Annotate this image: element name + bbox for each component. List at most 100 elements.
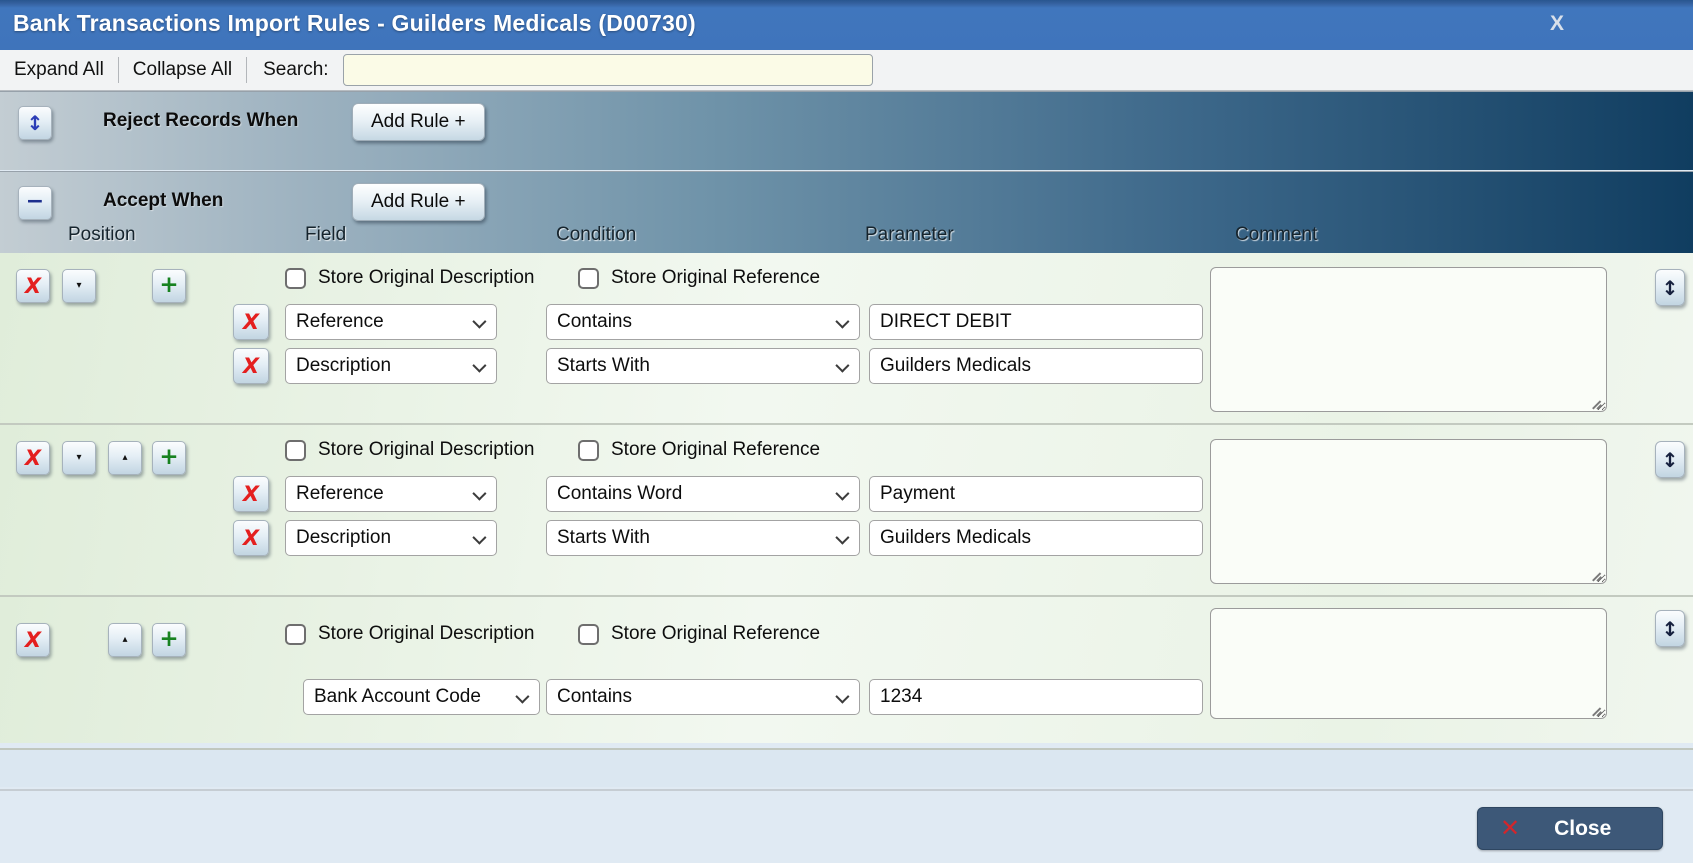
condition-select-value: Starts With (557, 355, 650, 376)
rule-row-3: X ▴ + Store Original Description Store O… (0, 597, 1693, 743)
delete-x-icon: X (24, 627, 42, 652)
rule-row-2: X ▾ ▴ + Store Original Description Store… (0, 425, 1693, 597)
store-original-reference-checkbox[interactable] (578, 623, 599, 645)
column-header-comment: Comment (1235, 224, 1318, 245)
chevron-down-icon (835, 689, 850, 704)
chevron-down-icon (472, 314, 487, 329)
add-rule-button-accept[interactable]: Add Rule + (352, 183, 485, 221)
rules-list: X ▾ + Store Original Description Store O… (0, 253, 1693, 743)
add-condition-button[interactable]: + (152, 623, 186, 657)
title-bar: Bank Transactions Import Rules - Guilder… (0, 0, 1693, 50)
plus-icon: + (159, 625, 179, 652)
close-button-label: Close (1554, 816, 1612, 840)
delete-x-icon: X (242, 481, 260, 506)
chevron-down-icon (835, 530, 850, 545)
field-select[interactable]: Description (285, 520, 497, 556)
rule-row-1: X ▾ + Store Original Description Store O… (0, 253, 1693, 425)
arrow-up-icon: ▴ (122, 634, 128, 645)
store-original-description-checkbox[interactable] (285, 623, 306, 645)
arrow-up-icon: ▴ (122, 452, 128, 463)
condition-select[interactable]: Contains (546, 304, 860, 340)
field-select[interactable]: Reference (285, 476, 497, 512)
move-rule-up-button[interactable]: ▴ (108, 441, 142, 475)
section-title-reject: Reject Records When (103, 110, 299, 131)
row-expand-collapse-button[interactable]: ↕ (1655, 441, 1685, 478)
store-original-reference-option: Store Original Reference (578, 267, 820, 289)
store-original-reference-label: Store Original Reference (611, 267, 821, 288)
field-select-value: Reference (296, 311, 384, 332)
close-button[interactable]: ✕ Close (1477, 807, 1663, 850)
collapse-section-button[interactable]: − (18, 186, 52, 220)
updown-arrow-icon: ↕ (1661, 447, 1679, 472)
comment-textarea[interactable] (1210, 608, 1607, 719)
search-input[interactable] (342, 54, 873, 86)
condition-select-value: Contains Word (557, 483, 683, 504)
row-expand-collapse-button[interactable]: ↕ (1655, 610, 1685, 647)
comment-textarea[interactable] (1210, 439, 1607, 584)
row-expand-collapse-button[interactable]: ↕ (1655, 269, 1685, 306)
delete-x-icon: X (24, 273, 42, 298)
toolbar-divider (246, 57, 248, 83)
column-header-field: Field (305, 224, 347, 245)
chevron-down-icon (472, 358, 487, 373)
chevron-down-icon (835, 486, 850, 501)
parameter-input[interactable] (869, 679, 1203, 715)
delete-condition-button[interactable]: X (233, 520, 269, 556)
store-original-description-label: Store Original Description (318, 267, 535, 288)
store-original-description-checkbox[interactable] (285, 267, 306, 289)
delete-condition-button[interactable]: X (233, 348, 269, 384)
move-rule-up-button[interactable]: ▴ (108, 623, 142, 657)
parameter-input[interactable] (869, 348, 1203, 384)
delete-x-icon: X (242, 525, 260, 550)
dialog-title: Bank Transactions Import Rules - Guilder… (13, 10, 696, 36)
chevron-down-icon (472, 530, 487, 545)
store-original-description-label: Store Original Description (318, 623, 535, 644)
parameter-input[interactable] (869, 520, 1203, 556)
field-select[interactable]: Description (285, 348, 497, 384)
condition-select[interactable]: Contains (546, 679, 860, 715)
parameter-input[interactable] (869, 476, 1203, 512)
expand-all-button[interactable]: Expand All (14, 59, 104, 80)
store-original-description-option: Store Original Description (285, 623, 534, 645)
add-condition-button[interactable]: + (152, 269, 186, 303)
condition-select[interactable]: Starts With (546, 348, 860, 384)
chevron-down-icon (472, 486, 487, 501)
field-select-value: Reference (296, 483, 384, 504)
expand-section-button[interactable]: ↕ (18, 106, 52, 140)
condition-select[interactable]: Contains Word (546, 476, 860, 512)
add-condition-button[interactable]: + (152, 441, 186, 475)
parameter-input[interactable] (869, 304, 1203, 340)
delete-x-icon: X (242, 353, 260, 378)
delete-x-icon: X (24, 445, 42, 470)
delete-rule-button[interactable]: X (16, 441, 50, 475)
toolbar: Expand All Collapse All Search: (0, 50, 1693, 91)
column-header-condition: Condition (556, 224, 637, 245)
store-original-reference-label: Store Original Reference (611, 439, 821, 460)
delete-condition-button[interactable]: X (233, 476, 269, 512)
delete-rule-button[interactable]: X (16, 269, 50, 303)
store-original-reference-checkbox[interactable] (578, 267, 599, 289)
store-original-reference-label: Store Original Reference (611, 623, 821, 644)
expand-updown-icon: ↕ (26, 111, 44, 135)
condition-select[interactable]: Starts With (546, 520, 860, 556)
field-select-value: Description (296, 355, 392, 376)
store-original-reference-checkbox[interactable] (578, 439, 599, 461)
collapse-all-button[interactable]: Collapse All (132, 59, 233, 80)
comment-textarea[interactable] (1210, 267, 1607, 412)
section-reject-records-when: ↕ Reject Records When Add Rule + (0, 91, 1693, 170)
updown-arrow-icon: ↕ (1661, 275, 1679, 300)
delete-rule-button[interactable]: X (16, 623, 50, 657)
field-select[interactable]: Bank Account Code (303, 679, 540, 715)
section-accept-when: − Accept When Add Rule + Position Field … (0, 171, 1693, 253)
updown-arrow-icon: ↕ (1661, 616, 1679, 641)
move-rule-down-button[interactable]: ▾ (62, 269, 96, 303)
field-select[interactable]: Reference (285, 304, 497, 340)
store-original-description-checkbox[interactable] (285, 439, 306, 461)
move-rule-down-button[interactable]: ▾ (62, 441, 96, 475)
delete-condition-button[interactable]: X (233, 304, 269, 340)
window-close-icon[interactable]: X (1549, 12, 1564, 35)
add-rule-button-reject[interactable]: Add Rule + (352, 103, 485, 141)
toolbar-divider (117, 57, 119, 83)
store-original-description-label: Store Original Description (318, 439, 535, 460)
